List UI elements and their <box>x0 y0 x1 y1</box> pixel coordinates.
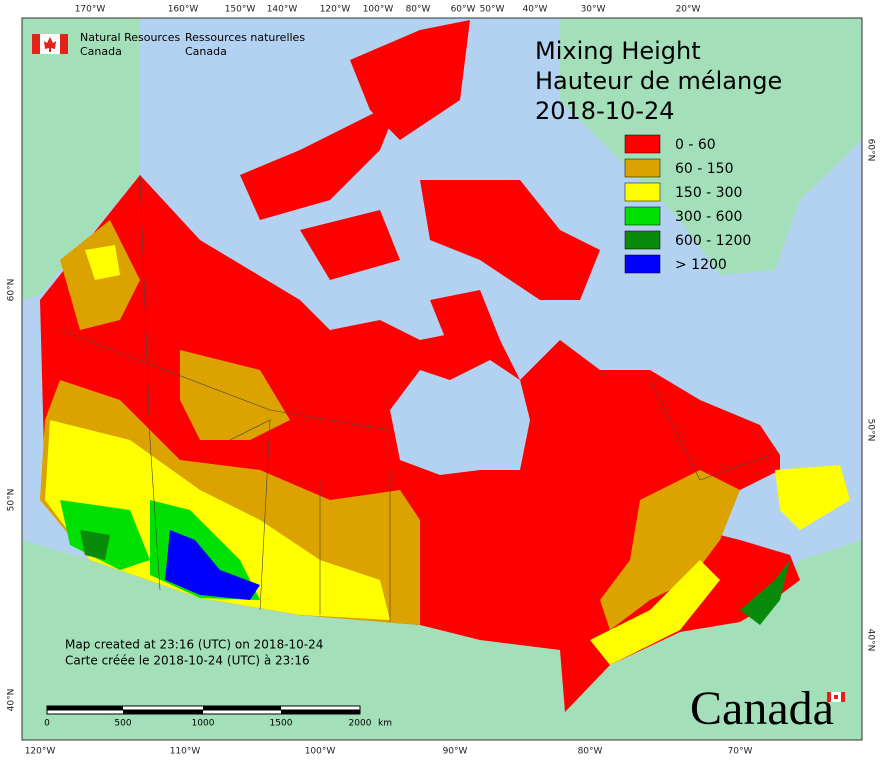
scale-bar-segment <box>203 706 281 710</box>
geography <box>22 18 862 740</box>
graticule-label: 80°W <box>578 747 603 757</box>
graticule-label: 40°W <box>523 5 548 15</box>
graticule-label: 40°N <box>7 689 17 712</box>
graticule-label: 170°W <box>75 5 106 15</box>
graticule-label: 120°W <box>320 5 351 15</box>
flag-bar <box>841 692 845 702</box>
boundary <box>649 379 771 481</box>
date: 2018-10-24 <box>535 97 674 125</box>
scale-label: 2000 <box>349 719 372 729</box>
region-600-1200 <box>740 560 790 625</box>
graticule-label: 90°W <box>443 747 468 757</box>
graticule-label: 30°W <box>581 5 606 15</box>
region-over-1200 <box>165 530 260 600</box>
arctic-island <box>300 210 400 280</box>
scale-bar-segment <box>123 710 203 714</box>
graticule-label: 60°N <box>866 139 876 162</box>
graticule-label: 100°W <box>305 747 336 757</box>
graticule-label: 160°W <box>168 5 199 15</box>
flag-bar <box>827 692 831 702</box>
graticule-label: 80°W <box>406 5 431 15</box>
region-150-300 <box>85 245 120 280</box>
graticule-label: 100°W <box>363 5 394 15</box>
arctic-island <box>420 180 600 300</box>
flag-bar <box>60 34 68 54</box>
flag-bar <box>32 34 40 54</box>
graticule-label: 50°N <box>7 489 17 512</box>
graticule-label: 20°W <box>676 5 701 15</box>
region-60-150 <box>600 470 740 630</box>
boundary <box>139 174 151 441</box>
graticule-label: 70°W <box>728 747 753 757</box>
hudson-bay <box>390 360 530 475</box>
credit: Map created at 23:16 (UTC) on 2018-10-24 <box>65 638 323 652</box>
graticule-label: 150°W <box>225 5 256 15</box>
legend-swatch <box>624 206 661 226</box>
scale-label: 0 <box>44 719 50 729</box>
other-land <box>22 18 140 300</box>
region-150-300 <box>45 420 390 620</box>
scale-bar: 0 500 1000 1500 2000 km <box>44 705 392 729</box>
legend-label: 0 - 60 <box>675 137 716 153</box>
scale-unit: km <box>378 719 392 729</box>
legend-swatch <box>624 182 661 202</box>
agency-fr: Ressources naturelles <box>185 31 305 44</box>
legend-label: 300 - 600 <box>675 209 742 225</box>
scale-bar-segment <box>281 710 360 714</box>
flag-leaf <box>44 37 56 52</box>
flag-leaf <box>834 695 838 699</box>
scale-label: 1500 <box>270 719 293 729</box>
legend-label: > 1200 <box>675 257 727 273</box>
region-150-300 <box>590 560 720 665</box>
legend-swatch <box>624 254 661 274</box>
title: Hauteur de mélange <box>535 67 782 95</box>
other-land <box>22 540 862 740</box>
graticule-label: 140°W <box>267 5 298 15</box>
agency-en: Canada <box>80 45 122 58</box>
arctic-island <box>430 290 500 350</box>
other-land <box>560 18 862 275</box>
legend-label: 150 - 300 <box>675 185 742 201</box>
graticule-label: 50°W <box>480 5 505 15</box>
graticule-label: 60°N <box>7 279 17 302</box>
graticule-label: 40°N <box>866 629 876 652</box>
scale-label: 1000 <box>192 719 215 729</box>
scale-label: 500 <box>114 719 131 729</box>
wordmark-flag <box>827 692 845 702</box>
agency-fr: Canada <box>185 45 227 58</box>
graticule-label: 50°N <box>866 419 876 442</box>
legend-swatch <box>624 134 661 154</box>
region-150-300 <box>775 465 850 530</box>
agency-en: Natural Resources <box>80 31 181 44</box>
graticule-label: 120°W <box>25 747 56 757</box>
agency-block: Natural Resources Canada Ressources natu… <box>32 31 305 58</box>
scale-bar-segment <box>47 706 123 710</box>
boundary <box>149 439 161 591</box>
wordmark: Canada <box>690 682 834 735</box>
boundary <box>59 329 391 431</box>
region-600-1200 <box>80 530 110 560</box>
arctic-island <box>350 20 470 140</box>
arctic-island <box>240 100 400 220</box>
legend-label: 60 - 150 <box>675 161 734 177</box>
legend-swatch <box>624 158 661 178</box>
graticule-label: 110°W <box>170 747 201 757</box>
graticule-label: 60°W <box>451 5 476 15</box>
region-60-150 <box>180 350 290 440</box>
credit: Carte créée le 2018-10-24 (UTC) à 23:16 <box>65 654 310 668</box>
legend-swatch <box>624 230 661 250</box>
map-frame <box>21 17 863 741</box>
boundary <box>229 419 271 611</box>
title: Mixing Height <box>535 37 701 65</box>
legend-label: 600 - 1200 <box>675 233 751 249</box>
